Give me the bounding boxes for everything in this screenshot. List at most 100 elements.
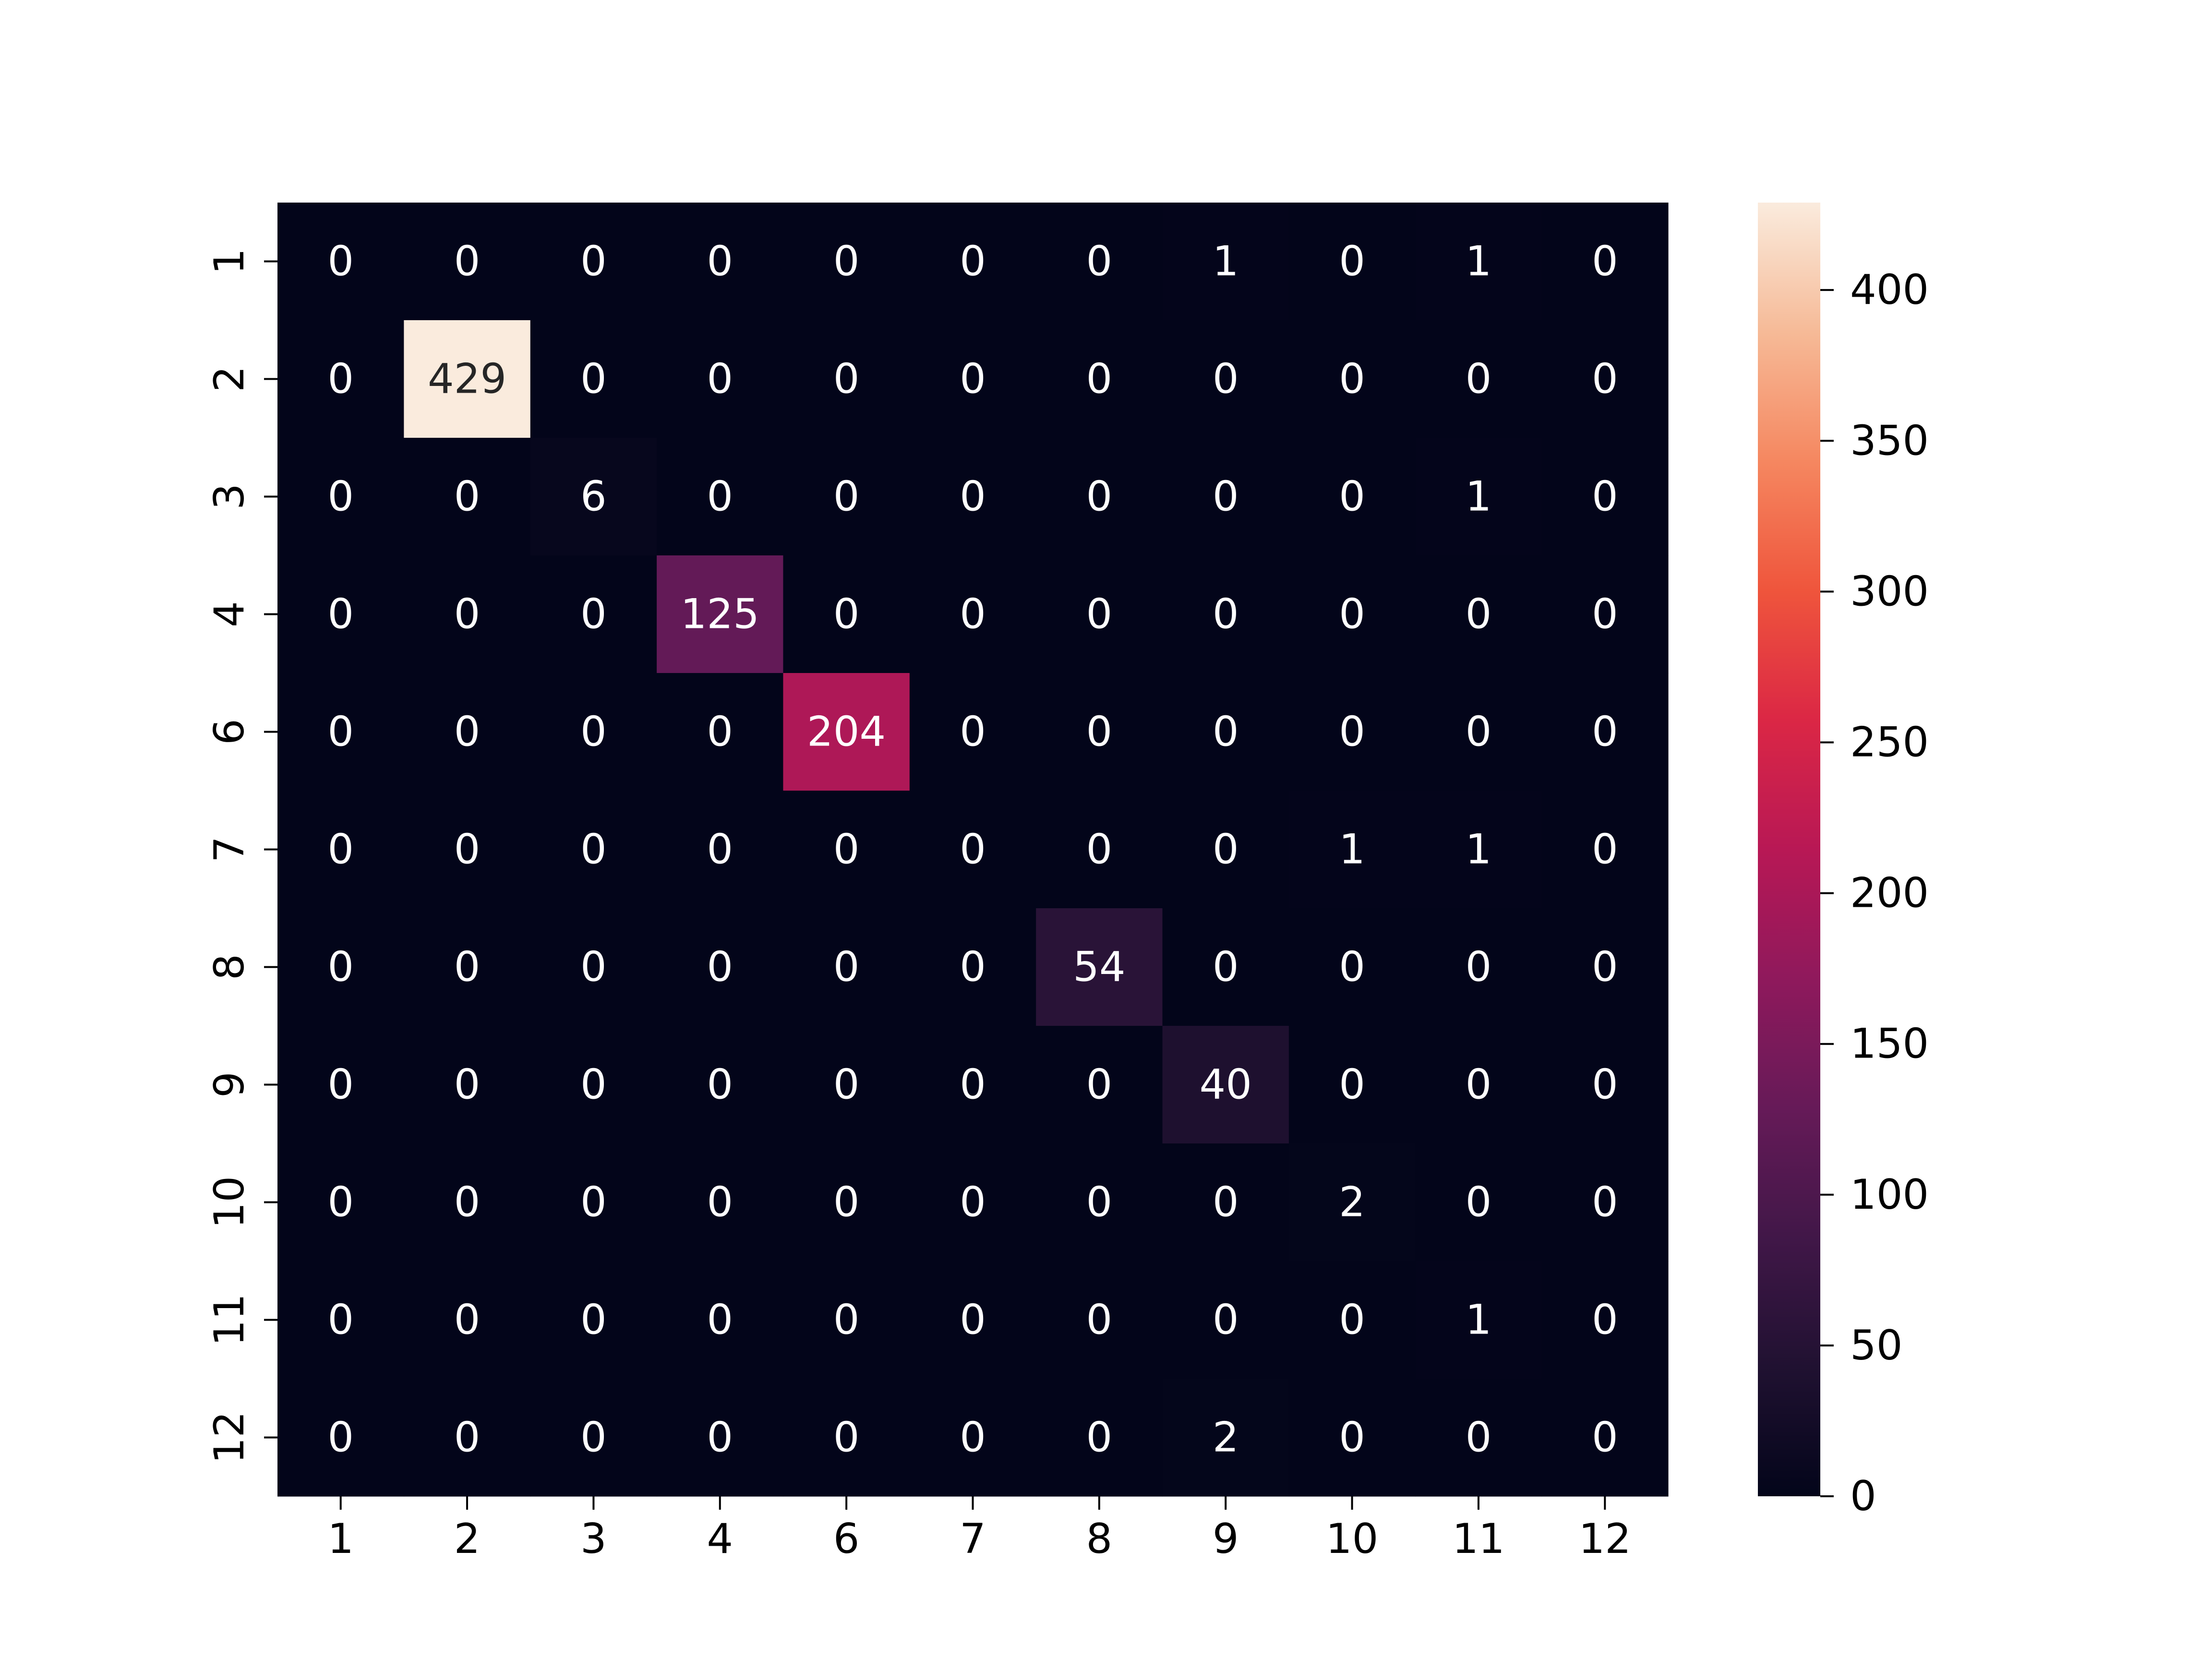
cell-value-label: 0 bbox=[1466, 1414, 1492, 1462]
cell-value-label: 6 bbox=[580, 473, 607, 521]
colorbar-tick-label: 150 bbox=[1850, 1020, 1929, 1068]
cell-value-label: 0 bbox=[454, 708, 481, 756]
cell-value-label: 0 bbox=[833, 943, 860, 991]
cell-value-label: 0 bbox=[327, 473, 354, 521]
heatmap-cell bbox=[530, 791, 657, 909]
cell-value-label: 125 bbox=[681, 590, 759, 638]
cell-value-label: 0 bbox=[580, 590, 607, 638]
heatmap-cell bbox=[404, 203, 531, 321]
cell-value-label: 0 bbox=[327, 590, 354, 638]
cell-value-label: 0 bbox=[1592, 473, 1618, 521]
cell-value-label: 0 bbox=[1213, 473, 1239, 521]
cell-value-label: 0 bbox=[1466, 1061, 1492, 1109]
x-tick-label: 2 bbox=[454, 1515, 481, 1563]
heatmap-cell bbox=[404, 438, 531, 556]
cell-value-label: 0 bbox=[1339, 943, 1365, 991]
heatmap-cell bbox=[1541, 438, 1669, 556]
heatmap-cell bbox=[530, 438, 657, 556]
cell-value-label: 0 bbox=[1592, 238, 1618, 286]
cell-value-label: 0 bbox=[327, 1061, 354, 1109]
heatmap-cell bbox=[1415, 1026, 1542, 1144]
heatmap-cell bbox=[1162, 320, 1289, 438]
heatmap-cell bbox=[404, 1143, 531, 1262]
heatmap-cell bbox=[1541, 203, 1669, 321]
heatmap-cell bbox=[404, 1379, 531, 1497]
heatmap-cell bbox=[404, 673, 531, 791]
heatmap-cell bbox=[530, 673, 657, 791]
heatmap-cell bbox=[1415, 673, 1542, 791]
cell-value-label: 0 bbox=[833, 473, 860, 521]
y-tick-label: 1 bbox=[205, 248, 253, 275]
heatmap-cell bbox=[1162, 673, 1289, 791]
cell-value-label: 0 bbox=[1592, 943, 1618, 991]
cell-value-label: 0 bbox=[580, 1414, 607, 1462]
y-tick-label: 9 bbox=[205, 1071, 253, 1098]
y-tick-label: 11 bbox=[205, 1294, 253, 1346]
cell-value-label: 0 bbox=[580, 355, 607, 403]
cell-value-label: 0 bbox=[1592, 1414, 1618, 1462]
cell-value-label: 0 bbox=[327, 1414, 354, 1462]
heatmap-cell bbox=[277, 791, 404, 909]
heatmap-cell bbox=[657, 908, 784, 1026]
x-tick-label: 9 bbox=[1213, 1515, 1239, 1563]
x-tick-label: 1 bbox=[327, 1515, 354, 1563]
heatmap-cell bbox=[1288, 673, 1416, 791]
cell-value-label: 0 bbox=[1213, 1296, 1239, 1344]
cell-value-label: 0 bbox=[960, 1414, 986, 1462]
heatmap-cell bbox=[909, 908, 1036, 1026]
heatmap-cell bbox=[277, 908, 404, 1026]
cell-value-label: 0 bbox=[1592, 1178, 1618, 1226]
cell-value-label: 0 bbox=[1213, 708, 1239, 756]
cell-value-label: 0 bbox=[707, 1296, 733, 1344]
heatmap-cell bbox=[404, 791, 531, 909]
heatmap-cell bbox=[1036, 908, 1163, 1026]
cell-value-label: 0 bbox=[960, 355, 986, 403]
heatmap-cell bbox=[1162, 555, 1289, 673]
x-axis: 1 2 3 4 6 7 8 9 10 11 12 bbox=[327, 1496, 1631, 1563]
y-tick-label: 4 bbox=[205, 601, 253, 627]
heatmap-cell bbox=[1415, 1379, 1542, 1497]
heatmap-cell bbox=[404, 555, 531, 673]
heatmap-cell bbox=[909, 555, 1036, 673]
cell-value-label: 0 bbox=[580, 708, 607, 756]
cell-value-label: 0 bbox=[1592, 1296, 1618, 1344]
heatmap-cell bbox=[1541, 555, 1669, 673]
cell-value-label: 1 bbox=[1466, 1296, 1492, 1344]
y-tick-label: 3 bbox=[205, 483, 253, 510]
cell-value-label: 0 bbox=[454, 1178, 481, 1226]
heatmap-cell bbox=[783, 908, 910, 1026]
y-tick-label: 6 bbox=[205, 719, 253, 745]
cell-value-label: 0 bbox=[1339, 1414, 1365, 1462]
cell-value-label: 1 bbox=[1466, 238, 1492, 286]
heatmap-cell bbox=[783, 1143, 910, 1262]
heatmap-cell bbox=[1415, 908, 1542, 1026]
cell-value-label: 0 bbox=[454, 826, 481, 874]
x-tick-label: 10 bbox=[1326, 1515, 1378, 1563]
heatmap-cell bbox=[1541, 1026, 1669, 1144]
cell-value-label: 0 bbox=[1339, 473, 1365, 521]
cell-value-label: 204 bbox=[807, 708, 886, 756]
cell-value-label: 0 bbox=[580, 826, 607, 874]
heatmap-cell bbox=[1036, 1026, 1163, 1144]
heatmap-cell bbox=[909, 673, 1036, 791]
cell-value-label: 0 bbox=[1466, 708, 1492, 756]
cell-value-label: 0 bbox=[960, 473, 986, 521]
cell-value-label: 0 bbox=[327, 238, 354, 286]
heatmap-cell bbox=[277, 438, 404, 556]
colorbar-tick-label: 300 bbox=[1850, 567, 1929, 615]
heatmap-cell bbox=[277, 1261, 404, 1379]
colorbar-tick-label: 50 bbox=[1850, 1322, 1902, 1370]
cell-value-label: 0 bbox=[327, 826, 354, 874]
cell-value-label: 0 bbox=[833, 826, 860, 874]
heatmap-cell bbox=[404, 320, 531, 438]
colorbar-tick-label: 0 bbox=[1850, 1472, 1876, 1520]
heatmap-cell bbox=[657, 673, 784, 791]
heatmap-cell bbox=[530, 1026, 657, 1144]
cell-value-label: 0 bbox=[1592, 1061, 1618, 1109]
heatmap-cell bbox=[530, 1143, 657, 1262]
heatmap-cell bbox=[1288, 438, 1416, 556]
cell-value-label: 0 bbox=[1086, 1061, 1113, 1109]
heatmap-cell bbox=[277, 1026, 404, 1144]
cell-value-label: 0 bbox=[327, 355, 354, 403]
